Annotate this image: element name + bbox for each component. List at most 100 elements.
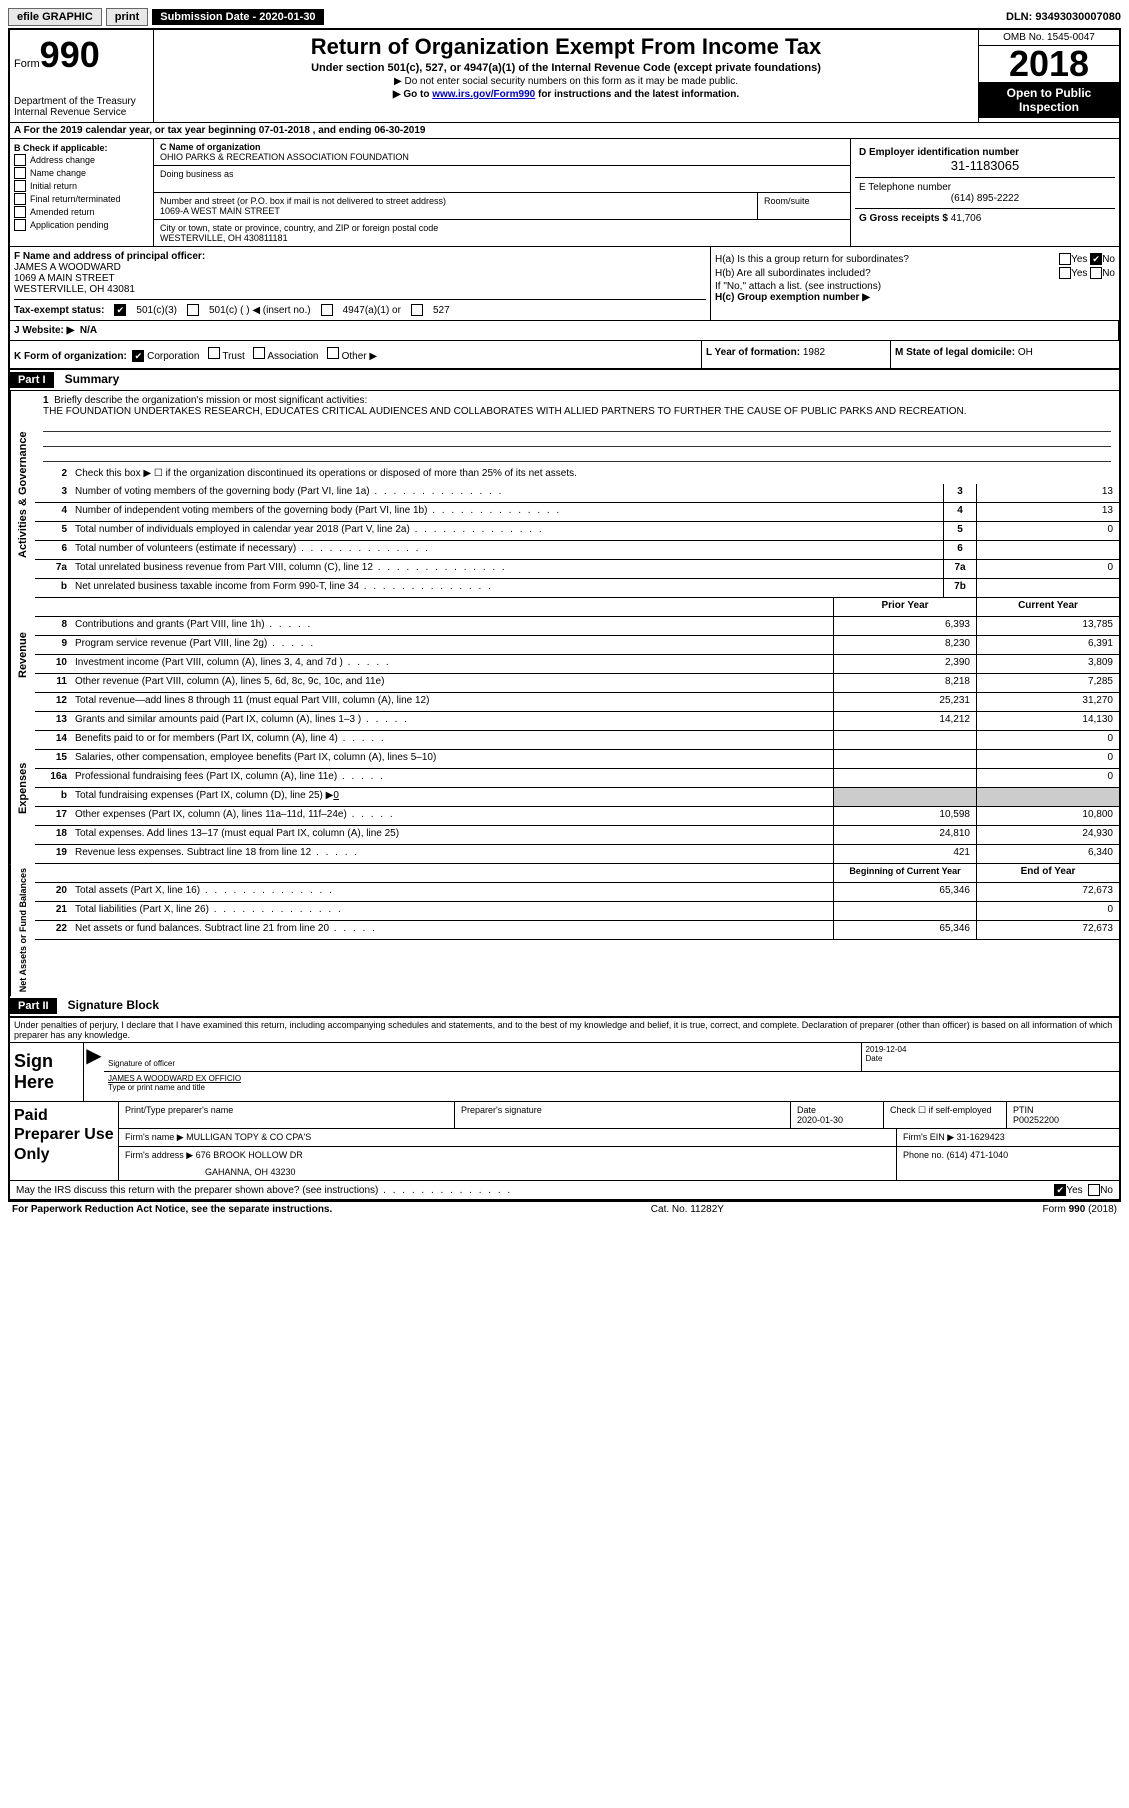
- arrow-icon: ▶: [84, 1043, 104, 1101]
- line6-text: Total number of volunteers (estimate if …: [71, 541, 943, 559]
- firm-name: MULLIGAN TOPY & CO CPA'S: [186, 1132, 311, 1142]
- mission-text: THE FOUNDATION UNDERTAKES RESEARCH, EDUC…: [43, 406, 1111, 417]
- corp-checkbox[interactable]: ✔: [132, 350, 144, 362]
- addr-change-checkbox[interactable]: [14, 154, 26, 166]
- city-state-zip: WESTERVILLE, OH 430811181: [160, 233, 844, 243]
- 4947-checkbox[interactable]: [321, 304, 333, 316]
- addr-label: Number and street (or P.O. box if mail i…: [160, 196, 751, 206]
- discuss-no-checkbox[interactable]: [1088, 1184, 1100, 1196]
- line3-val: 13: [976, 484, 1119, 502]
- netassets-section: Net Assets or Fund Balances Beginning of…: [10, 864, 1119, 996]
- line22-text: Net assets or fund balances. Subtract li…: [71, 921, 833, 939]
- side-netassets: Net Assets or Fund Balances: [10, 864, 35, 996]
- line20-text: Total assets (Part X, line 16): [71, 883, 833, 901]
- side-activities: Activities & Governance: [10, 391, 35, 598]
- year-formation: 1982: [803, 347, 825, 358]
- side-revenue: Revenue: [10, 598, 35, 712]
- website-value: N/A: [80, 325, 97, 336]
- 501c3-checkbox[interactable]: ✔: [114, 304, 126, 316]
- officer-name-sig: JAMES A WOODWARD EX OFFICIO: [108, 1074, 1115, 1083]
- revenue-section: Revenue Prior YearCurrent Year 8Contribu…: [10, 598, 1119, 712]
- other-checkbox[interactable]: [327, 347, 339, 359]
- footer-left: For Paperwork Reduction Act Notice, see …: [12, 1204, 332, 1215]
- line4-val: 13: [976, 503, 1119, 521]
- current-year-header: Current Year: [976, 598, 1119, 616]
- dba-label: Doing business as: [160, 169, 844, 179]
- room-suite-label: Room/suite: [758, 193, 850, 219]
- line12-text: Total revenue—add lines 8 through 11 (mu…: [71, 693, 833, 711]
- line5-val: 0: [976, 522, 1119, 540]
- amended-return-checkbox[interactable]: [14, 206, 26, 218]
- state-domicile: OH: [1018, 347, 1033, 358]
- footer-right: Form 990 (2018): [1043, 1204, 1117, 1215]
- part1-header: Part I Summary: [10, 370, 1119, 391]
- officer-addr2: WESTERVILLE, OH 43081: [14, 284, 706, 295]
- col-b-checkboxes: B Check if applicable: Address change Na…: [10, 139, 154, 246]
- line2-text: Check this box ▶ ☐ if the organization d…: [71, 466, 1119, 484]
- trust-checkbox[interactable]: [208, 347, 220, 359]
- instruction-2: ▶ Go to www.irs.gov/Form990 for instruct…: [158, 89, 974, 100]
- ha-no-checkbox[interactable]: ✔: [1090, 253, 1102, 265]
- line7a-text: Total unrelated business revenue from Pa…: [71, 560, 943, 578]
- dept-label: Department of the Treasury: [14, 96, 149, 107]
- line7a-val: 0: [976, 560, 1119, 578]
- end-year-header: End of Year: [976, 864, 1119, 882]
- line18-text: Total expenses. Add lines 13–17 (must eq…: [71, 826, 833, 844]
- declaration-text: Under penalties of perjury, I declare th…: [10, 1018, 1119, 1042]
- line1-label: Briefly describe the organization's miss…: [54, 395, 367, 406]
- line11-text: Other revenue (Part VIII, column (A), li…: [71, 674, 833, 692]
- phone-value: (614) 895-2222: [859, 193, 1111, 204]
- name-change-checkbox[interactable]: [14, 167, 26, 179]
- org-name: OHIO PARKS & RECREATION ASSOCIATION FOUN…: [160, 152, 844, 162]
- section-bcd: B Check if applicable: Address change Na…: [10, 139, 1119, 247]
- row-a-tax-year: A For the 2019 calendar year, or tax yea…: [10, 123, 1119, 139]
- topbar: efile GRAPHIC print Submission Date - 20…: [8, 8, 1121, 26]
- irs-label: Internal Revenue Service: [14, 107, 149, 118]
- expenses-section: Expenses 13Grants and similar amounts pa…: [10, 712, 1119, 864]
- line6-val: [976, 541, 1119, 559]
- ptin-value: P00252200: [1013, 1115, 1113, 1125]
- ha-yes-checkbox[interactable]: [1059, 253, 1071, 265]
- phone-label: E Telephone number: [859, 182, 1111, 193]
- print-button[interactable]: print: [106, 8, 148, 26]
- instruction-1: ▶ Do not enter social security numbers o…: [158, 76, 974, 87]
- line9-text: Program service revenue (Part VIII, line…: [71, 636, 833, 654]
- initial-return-checkbox[interactable]: [14, 180, 26, 192]
- officer-name: JAMES A WOODWARD: [14, 262, 706, 273]
- hb-label: H(b) Are all subordinates included?: [715, 268, 1059, 279]
- ha-label: H(a) Is this a group return for subordin…: [715, 254, 1059, 265]
- dln: DLN: 93493030007080: [1006, 11, 1121, 23]
- sign-here-label: Sign Here: [10, 1043, 84, 1101]
- line21-text: Total liabilities (Part X, line 26): [71, 902, 833, 920]
- line13-text: Grants and similar amounts paid (Part IX…: [71, 712, 833, 730]
- begin-year-header: Beginning of Current Year: [833, 864, 976, 882]
- app-pending-checkbox[interactable]: [14, 219, 26, 231]
- line7b-text: Net unrelated business taxable income fr…: [71, 579, 943, 597]
- subtitle: Under section 501(c), 527, or 4947(a)(1)…: [158, 62, 974, 74]
- prep-sig-label: Preparer's signature: [455, 1102, 791, 1128]
- submission-label: Submission Date - 2020-01-30: [152, 9, 323, 25]
- firm-ein: 31-1629423: [957, 1132, 1005, 1142]
- self-employed: Check ☐ if self-employed: [884, 1102, 1007, 1128]
- col-d-ein: D Employer identification number 31-1183…: [851, 139, 1119, 246]
- line17-text: Other expenses (Part IX, column (A), lin…: [71, 807, 833, 825]
- assoc-checkbox[interactable]: [253, 347, 265, 359]
- form990-link[interactable]: www.irs.gov/Form990: [432, 89, 535, 100]
- hb-no-checkbox[interactable]: [1090, 267, 1102, 279]
- 501c-checkbox[interactable]: [187, 304, 199, 316]
- 527-checkbox[interactable]: [411, 304, 423, 316]
- main-title: Return of Organization Exempt From Incom…: [158, 34, 974, 60]
- footer-catno: Cat. No. 11282Y: [651, 1204, 724, 1215]
- form-container: Form990 Department of the Treasury Inter…: [8, 28, 1121, 1201]
- paid-preparer-row: Paid Preparer Use Only Print/Type prepar…: [10, 1101, 1119, 1180]
- org-name-label: C Name of organization: [160, 142, 844, 152]
- hc-label: H(c) Group exemption number ▶: [715, 292, 1115, 303]
- gross-label: G Gross receipts $: [859, 213, 948, 224]
- paid-preparer-label: Paid Preparer Use Only: [10, 1102, 119, 1180]
- gross-receipts: 41,706: [951, 213, 982, 224]
- final-return-checkbox[interactable]: [14, 193, 26, 205]
- hb-yes-checkbox[interactable]: [1059, 267, 1071, 279]
- firm-addr1: 676 BROOK HOLLOW DR: [196, 1150, 303, 1160]
- discuss-yes-checkbox[interactable]: ✔: [1054, 1184, 1066, 1196]
- efile-button[interactable]: efile GRAPHIC: [8, 8, 102, 26]
